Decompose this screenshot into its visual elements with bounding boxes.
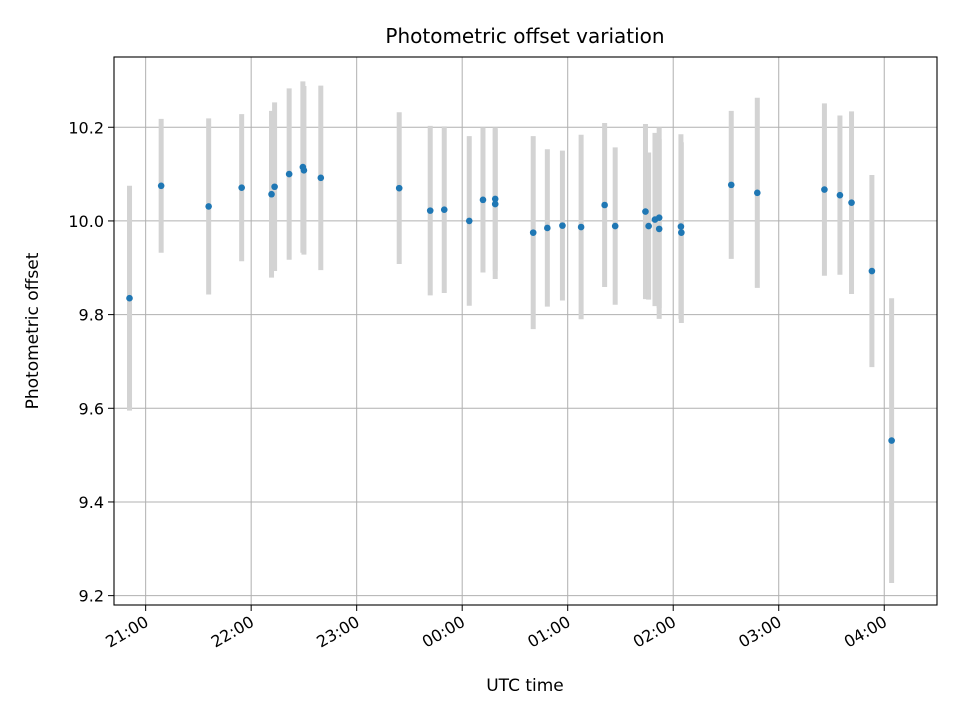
y-axis-ticks: 9.2 9.4 9.6 9.8 10.0 10.2: [68, 118, 114, 606]
y-tick-label: 9.8: [79, 306, 104, 325]
data-point: [529, 229, 537, 236]
data-point: [300, 167, 308, 174]
data-point: [238, 184, 245, 191]
data-point: [642, 208, 649, 215]
data-point: [317, 174, 325, 182]
y-tick-label: 9.2: [79, 587, 104, 606]
data-point: [655, 225, 663, 233]
data-point: [559, 222, 566, 229]
data-point: [601, 201, 608, 209]
data-point: [577, 223, 585, 231]
data-point: [727, 181, 735, 189]
data-point: [888, 437, 895, 444]
data-point: [479, 196, 487, 204]
data-point: [655, 214, 663, 221]
grid: [114, 57, 937, 605]
data-point: [426, 207, 434, 214]
data-point: [157, 182, 165, 190]
data-point: [754, 189, 761, 197]
data-point: [205, 203, 212, 210]
data-points: [126, 163, 895, 444]
y-tick-label: 10.0: [68, 212, 104, 231]
plot-frame: [113, 56, 938, 606]
data-point: [677, 223, 685, 230]
data-point: [440, 206, 448, 213]
data-point: [645, 222, 652, 230]
y-tick-label: 9.6: [79, 399, 104, 418]
data-point: [848, 199, 855, 206]
data-point: [611, 222, 619, 230]
data-point: [268, 190, 275, 198]
chart-title: Photometric offset variation: [385, 24, 664, 48]
data-point: [678, 229, 685, 236]
data-point: [836, 191, 844, 199]
x-axis-label: UTC time: [486, 676, 564, 696]
data-point: [271, 183, 278, 191]
data-point: [868, 267, 876, 275]
y-tick-label: 9.4: [79, 493, 104, 512]
data-point: [491, 200, 499, 208]
data-point: [126, 294, 133, 302]
y-axis-label: Photometric offset: [23, 252, 43, 409]
data-point: [395, 184, 403, 192]
data-point: [544, 224, 551, 232]
data-point: [465, 217, 473, 225]
data-point: [821, 186, 828, 193]
data-point: [285, 170, 293, 178]
data-point: [491, 195, 499, 203]
y-tick-label: 10.2: [68, 118, 104, 137]
